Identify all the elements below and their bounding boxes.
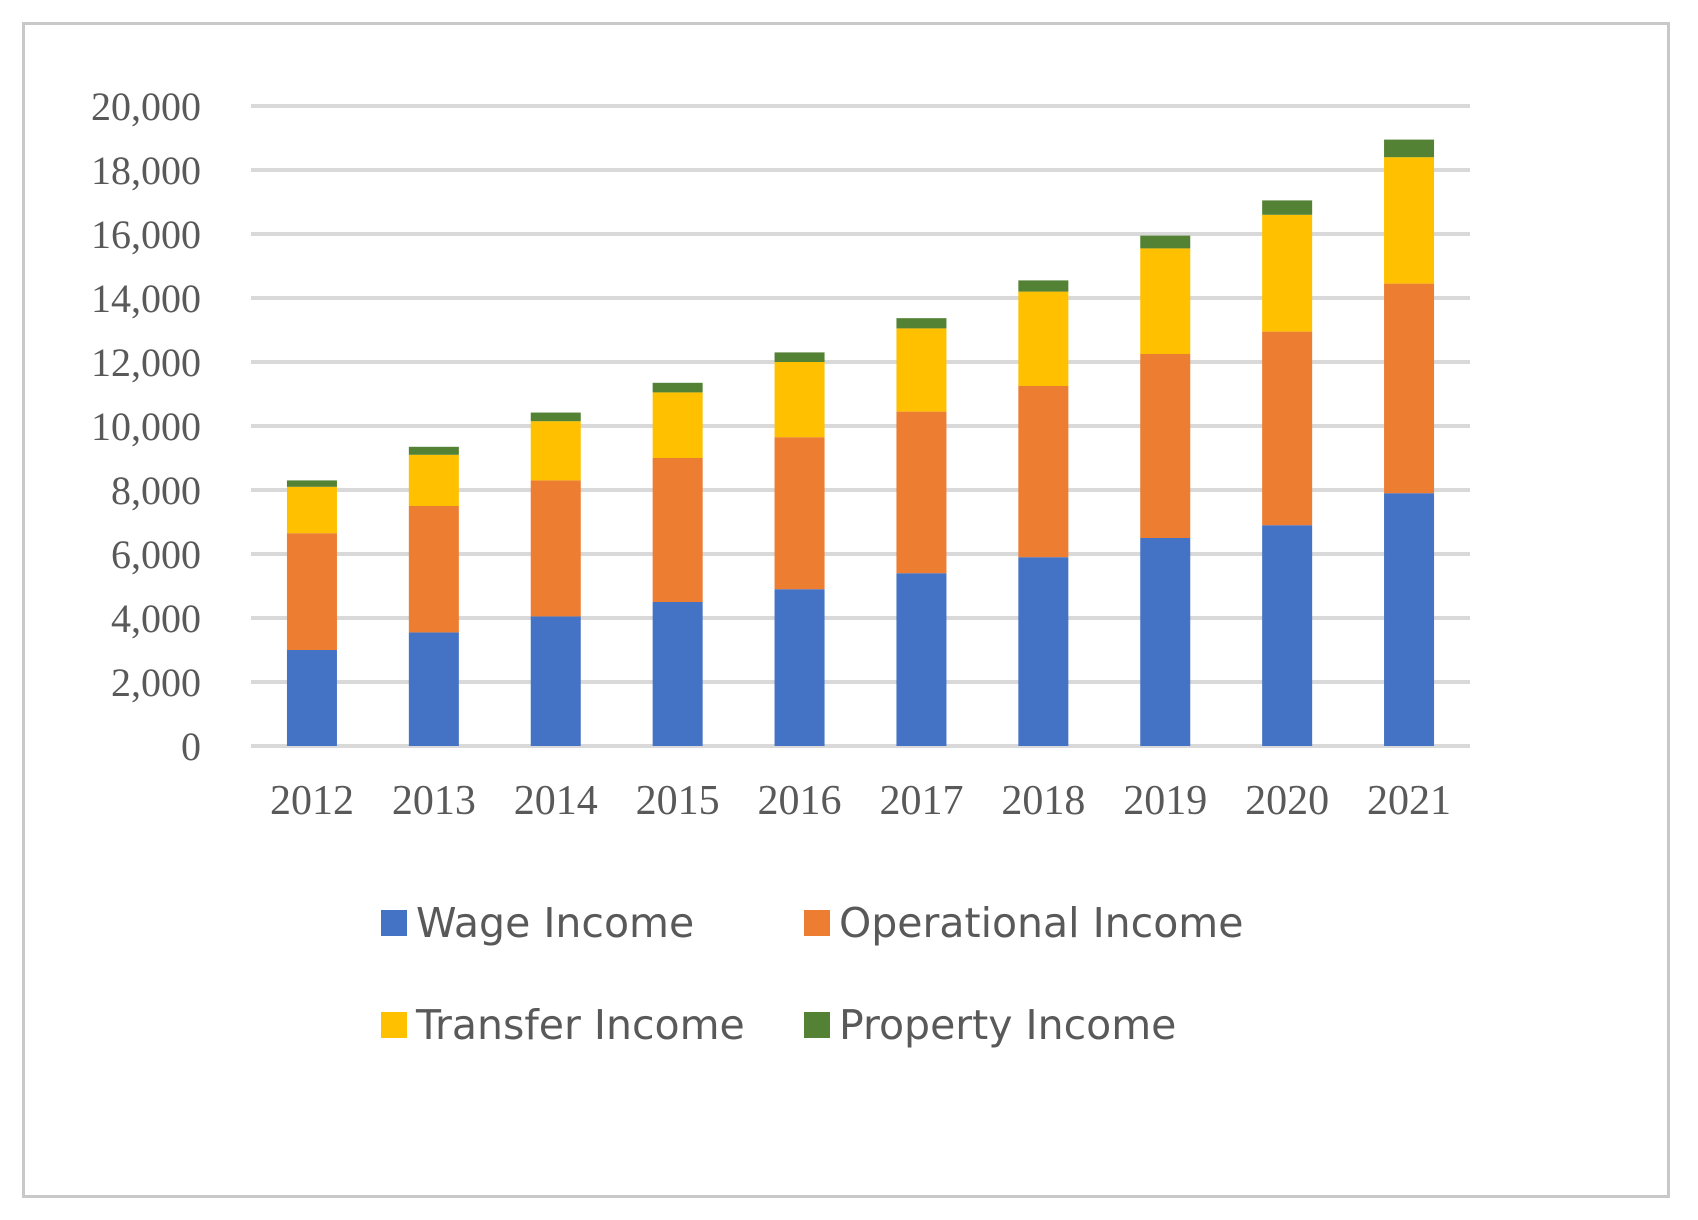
bar-segment: [1140, 354, 1191, 538]
x-tick-label: 2021: [1367, 778, 1451, 824]
bar-segment: [1018, 291, 1069, 386]
y-tick-label: 20,000: [91, 84, 201, 129]
x-tick-label: 2015: [636, 778, 720, 824]
bar-segment: [530, 616, 581, 746]
bar-segment: [896, 328, 947, 412]
bar-segment: [286, 486, 337, 534]
legend-label: Operational Income: [839, 899, 1243, 947]
bar-segment: [1140, 538, 1191, 746]
bar-segment: [530, 412, 581, 422]
bar-segment: [774, 589, 825, 746]
bar-segment: [1018, 557, 1069, 746]
bar-segment: [1384, 139, 1435, 158]
legend: Wage Income Operational Income Transfer In…: [381, 899, 1243, 1049]
bar-segment: [1140, 248, 1191, 354]
y-tick-label: 18,000: [91, 148, 201, 193]
legend-swatch: [804, 1012, 830, 1038]
bar-segment: [1262, 331, 1313, 526]
bar-segment: [774, 437, 825, 590]
bars: [286, 139, 1435, 746]
bar-segment: [408, 454, 459, 506]
bar-segment: [652, 392, 703, 458]
legend-swatch: [381, 910, 407, 936]
legend-swatch: [381, 1012, 407, 1038]
y-tick-label: 0: [181, 724, 201, 769]
bar-segment: [1384, 157, 1435, 284]
y-axis-tick-labels: 0 2,000 4,000 6,000 8,000 10,000 12,000 14,000 1…: [91, 84, 201, 769]
legend-label: Wage Income: [416, 899, 694, 947]
x-tick-label: 2017: [879, 778, 963, 824]
bar-segment: [1018, 386, 1069, 558]
x-axis-tick-labels: 2012 2013 2014 2015 2016 2017 2018 2019 2020 2021: [270, 778, 1451, 824]
bar-segment: [1262, 200, 1313, 215]
bar-segment: [1018, 280, 1069, 292]
chart-frame: 0 2,000 4,000 6,000 8,000 10,000 12,000 14,000 1…: [22, 22, 1670, 1198]
stacked-bar-chart: 0 2,000 4,000 6,000 8,000 10,000 12,000 14,000 1…: [91, 84, 1470, 1049]
bar-segment: [1384, 283, 1435, 494]
bar-segment: [896, 318, 947, 329]
bar-segment: [1262, 525, 1313, 746]
bar-segment: [530, 480, 581, 617]
y-tick-label: 10,000: [91, 404, 201, 449]
x-tick-label: 2016: [758, 778, 842, 824]
x-tick-label: 2014: [514, 778, 598, 824]
bar-segment: [652, 602, 703, 746]
y-tick-label: 14,000: [91, 276, 201, 321]
y-tick-label: 2,000: [111, 660, 201, 705]
legend-swatch: [804, 910, 830, 936]
bar-segment: [286, 650, 337, 746]
legend-label: Transfer Income: [415, 1001, 745, 1049]
bar-segment: [652, 458, 703, 602]
legend-label: Property Income: [839, 1001, 1176, 1049]
bar-segment: [530, 421, 581, 481]
bar-segment: [652, 382, 703, 393]
bar-segment: [408, 446, 459, 455]
x-tick-label: 2018: [1001, 778, 1085, 824]
y-tick-label: 16,000: [91, 212, 201, 257]
x-tick-label: 2020: [1245, 778, 1329, 824]
y-tick-label: 6,000: [111, 532, 201, 577]
y-tick-label: 4,000: [111, 596, 201, 641]
bar-segment: [896, 573, 947, 746]
bar-segment: [774, 352, 825, 362]
bar-segment: [1140, 235, 1191, 249]
bar-segment: [896, 411, 947, 574]
bar-segment: [286, 533, 337, 650]
x-tick-label: 2019: [1123, 778, 1207, 824]
x-tick-label: 2012: [270, 778, 354, 824]
bar-segment: [1262, 214, 1313, 332]
bar-segment: [774, 362, 825, 438]
bar-segment: [408, 632, 459, 746]
bar-segment: [286, 480, 337, 487]
y-tick-label: 8,000: [111, 468, 201, 513]
y-tick-label: 12,000: [91, 340, 201, 385]
bar-segment: [1384, 493, 1435, 746]
bar-segment: [408, 506, 459, 633]
x-tick-label: 2013: [392, 778, 476, 824]
